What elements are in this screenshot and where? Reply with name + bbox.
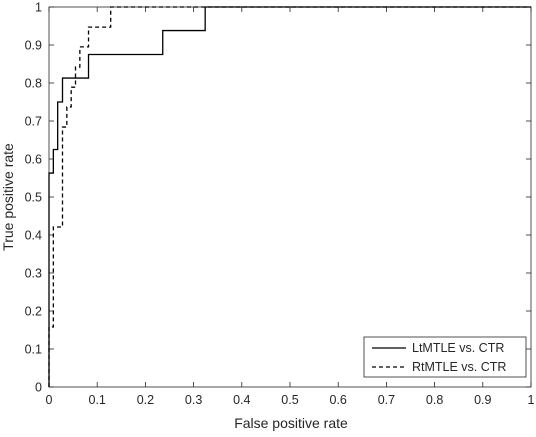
roc-curve-rtmtle xyxy=(48,6,531,387)
legend: LtMTLE vs. CTR RtMTLE vs. CTR xyxy=(363,336,527,378)
y-tick-label: 0.3 xyxy=(25,267,42,281)
series-lines xyxy=(48,6,531,387)
plot-frame xyxy=(48,6,532,388)
y-tick-label: 0.5 xyxy=(25,191,42,205)
legend-box xyxy=(363,336,527,378)
axes: 0 0.1 0.2 0.3 0.4 0.5 0.6 0.7 0.8 0.9 1 0 0.1 0.2 0.3 0… xyxy=(25,1,535,408)
roc-curve-ltmtle xyxy=(48,6,531,387)
x-tick-label: 0.4 xyxy=(233,393,250,407)
x-tick-label: 0.8 xyxy=(426,393,443,407)
y-tick-label: 0.1 xyxy=(25,343,42,357)
x-tick-label: 0.5 xyxy=(281,393,298,407)
x-tick-label: 0.3 xyxy=(185,393,202,407)
y-tick-label: 0 xyxy=(35,381,42,395)
x-tick-label: 0.7 xyxy=(378,393,395,407)
x-tick-label: 0.6 xyxy=(330,393,347,407)
x-tick-label: 0.2 xyxy=(137,393,154,407)
x-tick-label: 0.1 xyxy=(89,393,106,407)
legend-label-ltmtle: LtMTLE vs. CTR xyxy=(412,341,504,355)
x-tick-label: 1 xyxy=(528,393,535,407)
y-tick-label: 0.4 xyxy=(25,229,42,243)
x-tick-label: 0.9 xyxy=(474,393,491,407)
x-tick-label: 0 xyxy=(46,393,53,407)
y-tick-label: 0.2 xyxy=(25,305,42,319)
y-tick-label: 1 xyxy=(35,1,42,15)
legend-label-rtmtle: RtMTLE vs. CTR xyxy=(412,360,506,374)
y-tick-label: 0.7 xyxy=(25,115,42,129)
y-tick-label: 0.9 xyxy=(25,39,42,53)
y-tick-label: 0.8 xyxy=(25,77,42,91)
x-axis-label: False positive rate xyxy=(234,415,348,431)
y-tick-label: 0.6 xyxy=(25,153,42,167)
y-axis-label: True positive rate xyxy=(0,143,16,251)
